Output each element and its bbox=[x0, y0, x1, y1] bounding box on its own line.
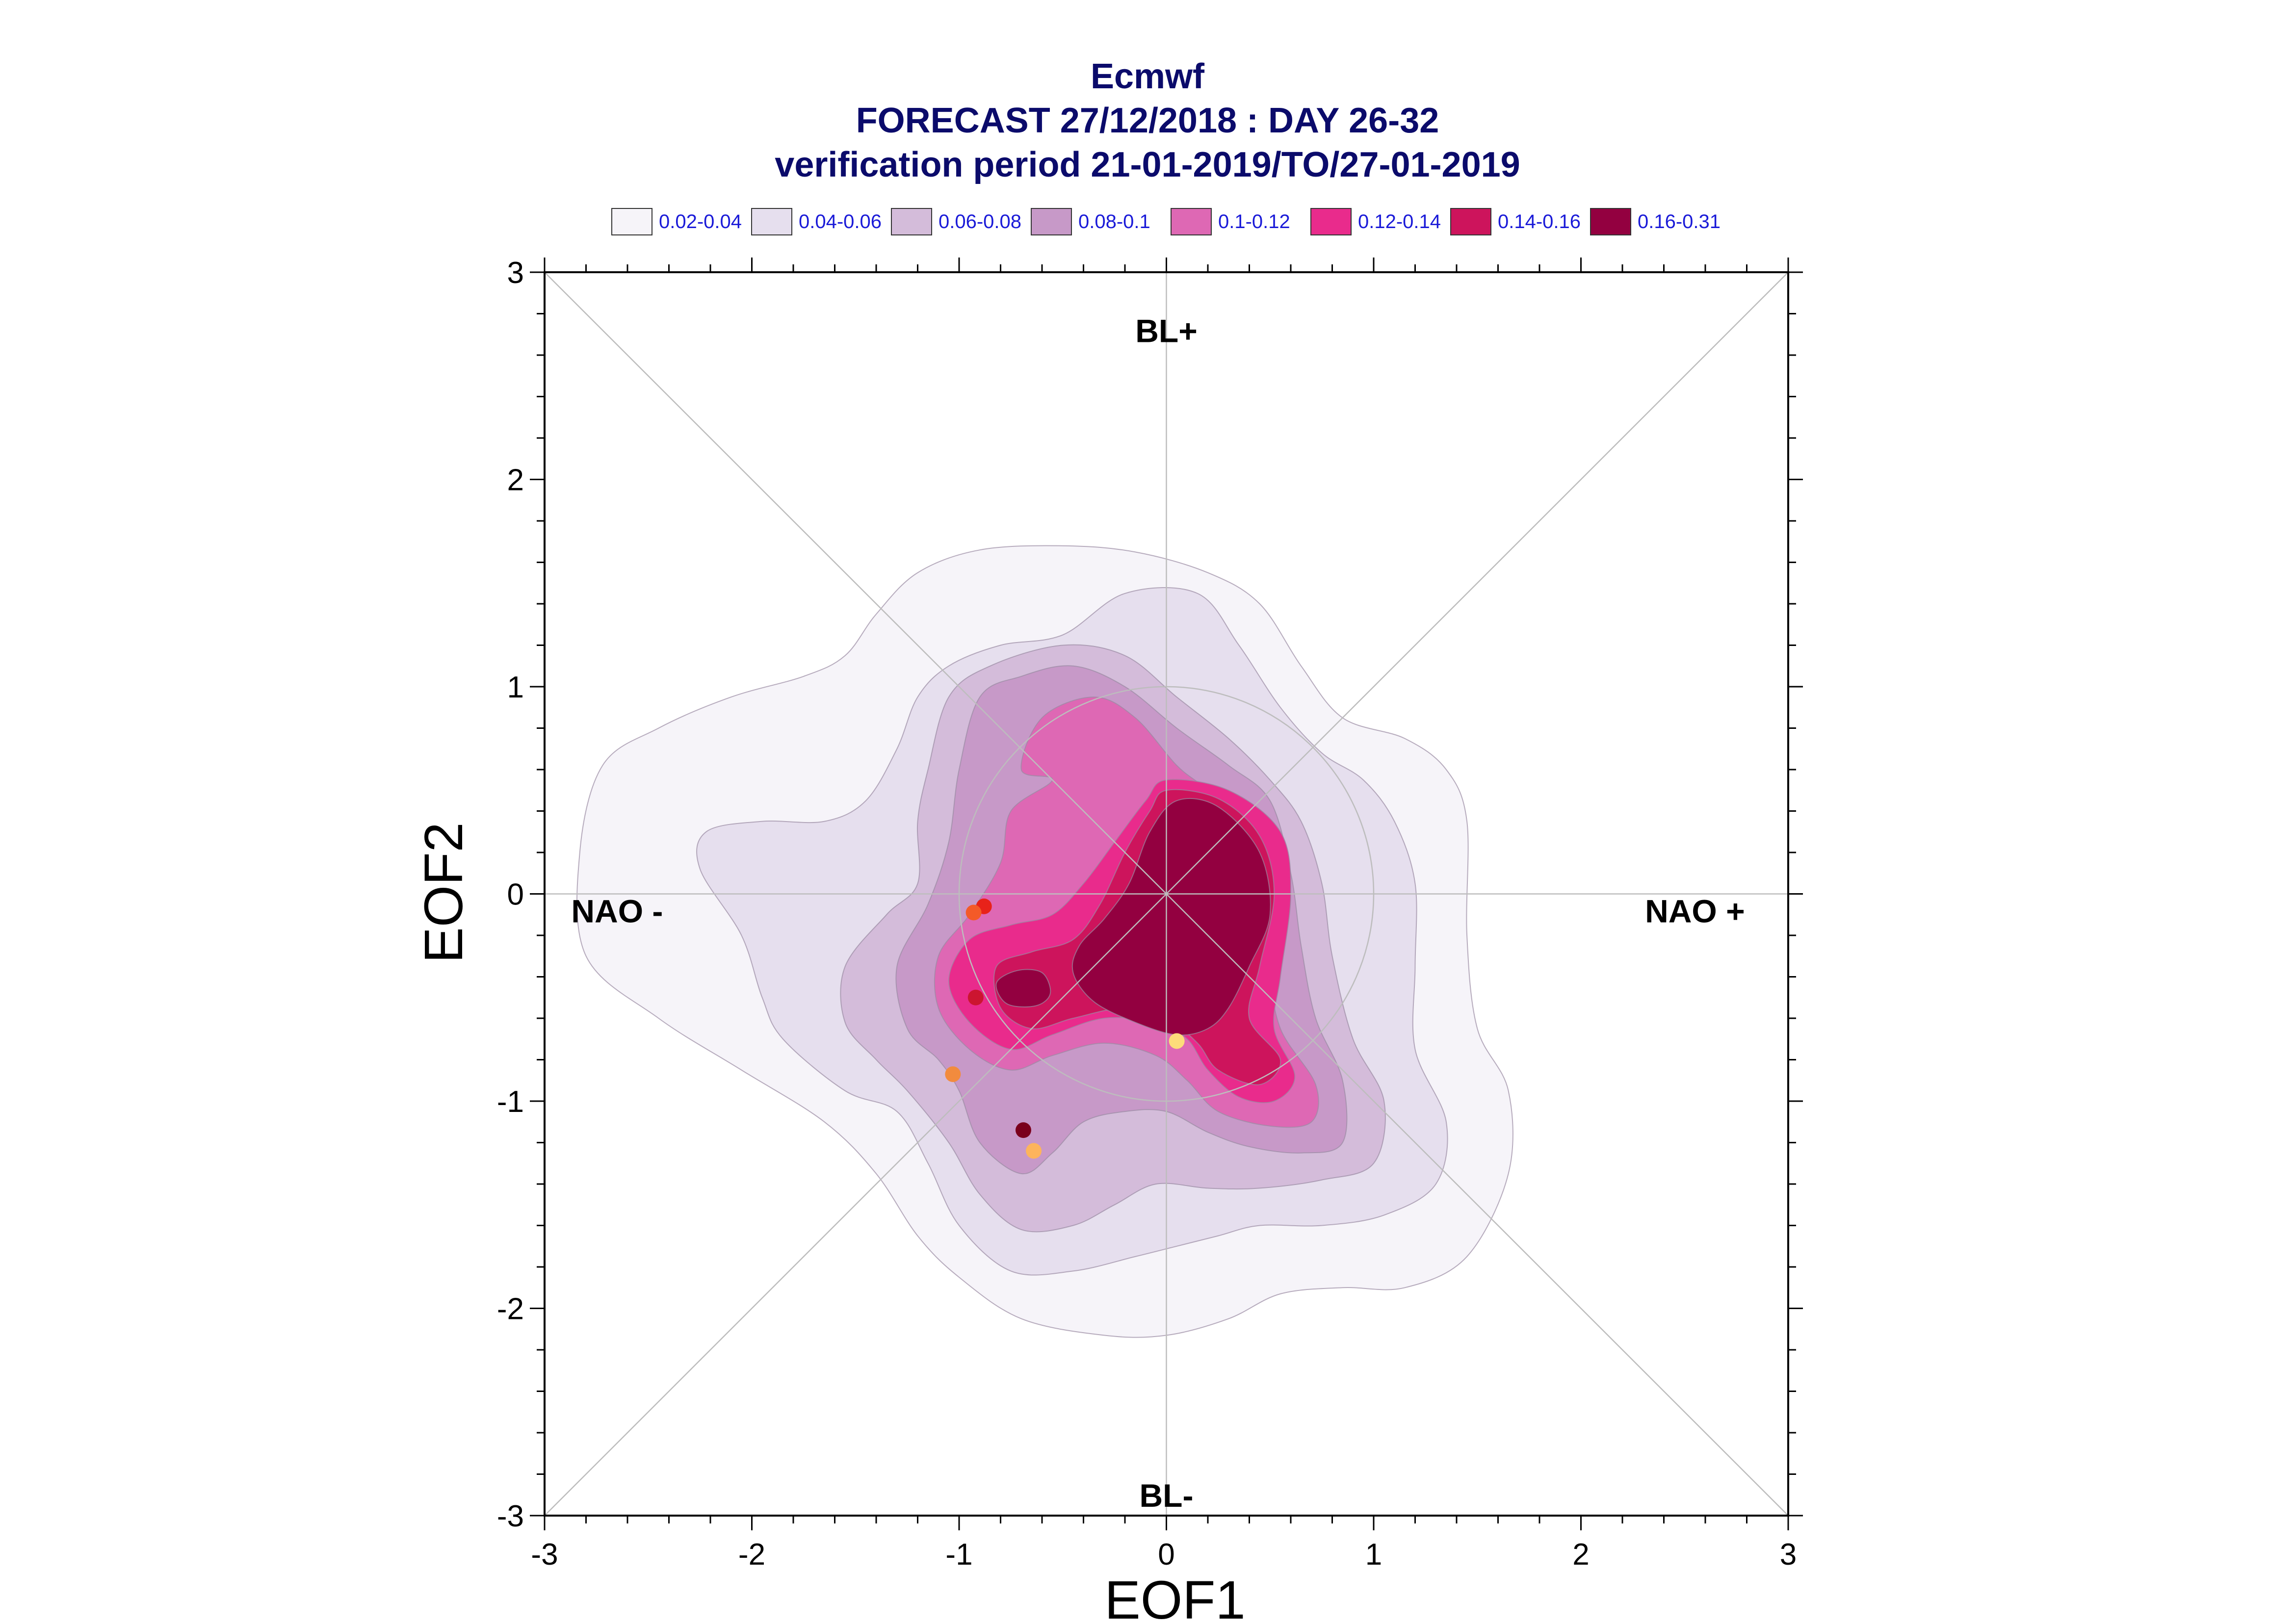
guide-lines bbox=[544, 272, 1789, 1516]
legend-swatch-7 bbox=[1590, 208, 1631, 235]
title-line-2: FORECAST 27/12/2018 : DAY 26-32 bbox=[856, 101, 1439, 140]
contour-7 bbox=[1071, 798, 1271, 1036]
y-tick-label-0: -3 bbox=[497, 1499, 524, 1533]
regime-label-2: NAO - bbox=[571, 893, 663, 929]
x-tick-label-4: 1 bbox=[1365, 1538, 1382, 1572]
title-line-1: Ecmwf bbox=[1091, 57, 1205, 96]
scatter-point-4 bbox=[1015, 1122, 1031, 1138]
regime-label-1: BL- bbox=[1140, 1477, 1194, 1514]
scatter-point-1 bbox=[965, 904, 982, 921]
legend: 0.02-0.04 0.04-0.06 0.06-0.08 0.08-0.1 0.1-0… bbox=[611, 208, 1721, 235]
title-line-3: verification period 21-01-2019/TO/27-01-… bbox=[775, 145, 1520, 184]
legend-swatch-0 bbox=[611, 208, 652, 235]
y-tick-label-6: 3 bbox=[507, 256, 524, 290]
axes: -3 -2 -1 0 1 2 3 -3 -2 -1 0 1 2 3 bbox=[497, 256, 1803, 1572]
legend-swatch-3 bbox=[1031, 208, 1072, 235]
scatter-point-2 bbox=[967, 989, 984, 1005]
x-tick-label-1: -2 bbox=[738, 1538, 765, 1572]
scatter-point-6 bbox=[1169, 1033, 1185, 1049]
x-axis-label: EOF1 bbox=[1104, 1570, 1245, 1624]
scatter-point-3 bbox=[945, 1066, 961, 1083]
regime-label-3: NAO + bbox=[1645, 893, 1745, 929]
reference-circle bbox=[958, 686, 1375, 1102]
regime-labels: BL+ BL- NAO - NAO + bbox=[571, 312, 1745, 1513]
contour-8 bbox=[995, 969, 1051, 1007]
legend-label-5: 0.12-0.14 bbox=[1358, 211, 1441, 232]
y-tick-label-2: -1 bbox=[497, 1085, 524, 1119]
legend-label-1: 0.04-0.06 bbox=[799, 211, 882, 232]
legend-label-7: 0.16-0.31 bbox=[1638, 211, 1721, 232]
legend-swatch-2 bbox=[891, 208, 932, 235]
x-tick-label-5: 2 bbox=[1572, 1538, 1589, 1572]
legend-label-0: 0.02-0.04 bbox=[659, 211, 742, 232]
y-tick-label-3: 0 bbox=[507, 878, 524, 912]
chart-title: Ecmwf FORECAST 27/12/2018 : DAY 26-32 ve… bbox=[775, 57, 1520, 184]
regime-label-0: BL+ bbox=[1135, 312, 1198, 349]
legend-label-4: 0.1-0.12 bbox=[1218, 211, 1290, 232]
x-tick-label-6: 3 bbox=[1780, 1538, 1797, 1572]
legend-swatch-6 bbox=[1450, 208, 1491, 235]
contour-layer bbox=[576, 545, 1513, 1338]
legend-swatch-1 bbox=[751, 208, 792, 235]
legend-label-2: 0.06-0.08 bbox=[939, 211, 1021, 232]
legend-label-3: 0.08-0.1 bbox=[1078, 211, 1150, 232]
y-tick-label-1: -2 bbox=[497, 1292, 524, 1326]
legend-swatch-5 bbox=[1310, 208, 1352, 235]
y-axis-label: EOF2 bbox=[414, 822, 474, 963]
y-tick-label-5: 2 bbox=[507, 464, 524, 497]
legend-label-6: 0.14-0.16 bbox=[1498, 211, 1581, 232]
scatter-point-5 bbox=[1026, 1143, 1042, 1159]
plot-area: BL+ BL- NAO - NAO + bbox=[544, 271, 1789, 1517]
scatter-layer bbox=[945, 898, 1185, 1159]
legend-swatch-4 bbox=[1171, 208, 1212, 235]
x-tick-label-3: 0 bbox=[1158, 1538, 1174, 1572]
x-tick-label-2: -1 bbox=[945, 1538, 972, 1572]
x-tick-label-0: -3 bbox=[531, 1538, 558, 1572]
y-tick-label-4: 1 bbox=[507, 670, 524, 704]
